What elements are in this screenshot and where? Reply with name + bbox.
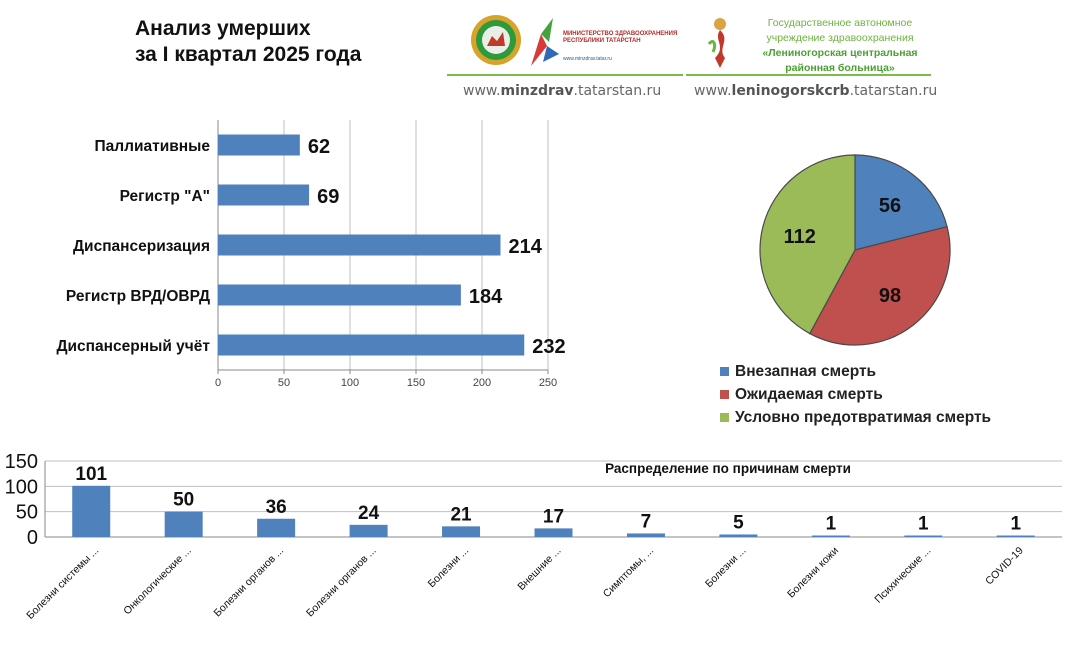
x-tick-label: 150 (407, 377, 425, 389)
category-label: Болезни органов ... (304, 545, 379, 620)
category-label: Симптомы, ... (601, 545, 656, 600)
pie-legend: Внезапная смерть Ожидаемая смерть Условн… (720, 360, 991, 429)
bar (811, 535, 850, 537)
bar (218, 284, 461, 306)
bar (349, 524, 388, 537)
category-label: Регистр ВРД/ОВРД (66, 288, 210, 305)
category-label: Онкологические ... (121, 545, 194, 618)
category-label: Болезни органов ... (212, 545, 287, 620)
category-label: Регистр "А" (120, 188, 210, 205)
bar (719, 534, 758, 537)
data-label: 214 (508, 236, 542, 258)
bar (442, 526, 481, 537)
ministry-name: МИНИСТЕРСТВО ЗДРАВООХРАНЕНИЯ РЕСПУБЛИКИ … (563, 31, 678, 44)
data-label: 7 (641, 511, 652, 532)
data-label: 36 (266, 497, 287, 518)
legend-label: Внезапная смерть (735, 362, 877, 380)
hospital-line-1: Государственное автономное (767, 17, 913, 29)
bar (218, 184, 310, 206)
legend-swatch-blue (720, 367, 729, 376)
pie-value-label: 98 (879, 285, 901, 307)
x-tick-label: 50 (278, 377, 290, 389)
pie-slice (759, 154, 856, 335)
bar (218, 134, 300, 156)
y-tick-label: 0 (27, 527, 38, 549)
data-label: 1 (826, 514, 837, 535)
pie-slice (854, 154, 948, 251)
x-tick-label: 200 (473, 377, 491, 389)
category-label: Психические ... (872, 545, 933, 606)
hospital-name: Государственное автономное учреждение зд… (745, 16, 935, 76)
category-label: Болезни ... (703, 545, 749, 591)
pie-value-label: 56 (879, 195, 901, 217)
y-tick-label: 50 (16, 502, 38, 524)
hospital-line-4: районная больница» (785, 62, 895, 74)
legend-label: Ожидаемая смерть (735, 385, 883, 403)
data-label: 62 (308, 136, 330, 158)
bar (534, 528, 573, 537)
category-label: Болезни кожи (785, 545, 841, 601)
y-tick-label: 100 (5, 476, 38, 498)
category-label: COVID-19 (983, 545, 1026, 588)
pie-chart: 56 98 112 (759, 154, 951, 346)
data-label: 1 (918, 514, 929, 535)
bar (218, 334, 525, 356)
ministry-logo-icon (531, 18, 559, 66)
hospital-line-3: «Лениногорская центральная (762, 47, 918, 59)
data-label: 184 (469, 286, 503, 308)
separator-line (686, 74, 931, 76)
chart-title: Распределение по причинам смерти (605, 461, 851, 476)
url-minzdrav[interactable]: www.minzdrav.tatarstan.ru (463, 83, 662, 99)
data-label: 5 (733, 512, 744, 533)
bar (257, 518, 296, 537)
url-hospital[interactable]: www.leninogorskcrb.tatarstan.ru (694, 83, 938, 99)
bar (164, 511, 203, 537)
data-label: 69 (317, 186, 339, 208)
hospital-line-2: учреждение здравоохранения (766, 32, 914, 44)
data-label: 232 (532, 336, 565, 358)
legend-item-sudden: Внезапная смерть (720, 360, 991, 383)
legend-item-preventable: Условно предотвратимая смерть (720, 406, 991, 429)
bar (626, 533, 665, 537)
bar (996, 535, 1035, 537)
data-label: 101 (75, 464, 107, 485)
legend-label: Условно предотвратимая смерть (735, 408, 992, 426)
data-label: 17 (543, 506, 564, 527)
data-label: 50 (173, 490, 194, 511)
bar (218, 234, 501, 256)
separator-line (447, 74, 683, 76)
legend-item-expected: Ожидаемая смерть (720, 383, 991, 406)
category-label: Диспансерный учёт (56, 338, 210, 355)
page-title: Анализ умерших за I квартал 2025 года (135, 16, 361, 68)
x-tick-label: 0 (215, 377, 221, 389)
data-label: 24 (358, 503, 380, 524)
legend-swatch-green (720, 413, 729, 422)
pie-value-label: 112 (784, 226, 816, 248)
data-label: 1 (1010, 514, 1021, 535)
ministry-site: www.minzdrav.tatar.ru (563, 56, 612, 62)
data-label: 21 (450, 504, 472, 525)
hospital-logo-icon (707, 18, 726, 68)
bar (72, 485, 111, 537)
x-tick-label: 100 (341, 377, 359, 389)
legend-swatch-red (720, 390, 729, 399)
category-label: Болезни ... (426, 545, 472, 591)
category-label: Диспансеризация (73, 238, 210, 255)
pie-slice (808, 225, 951, 346)
bar (904, 535, 943, 537)
category-label: Паллиативные (95, 138, 211, 155)
x-tick-label: 250 (539, 377, 557, 389)
y-tick-label: 150 (5, 451, 38, 473)
category-label: Внешние ... (515, 545, 563, 593)
title-line-2: за I квартал 2025 года (135, 43, 362, 66)
horizontal-bar-chart: 0 50 100 150 200 250 Паллиативные 62 Регистр "А"… (56, 120, 566, 389)
tatarstan-emblem-icon (471, 15, 521, 65)
title-line-1: Анализ умерших (135, 17, 311, 40)
category-label: Болезни системы ... (24, 545, 101, 622)
